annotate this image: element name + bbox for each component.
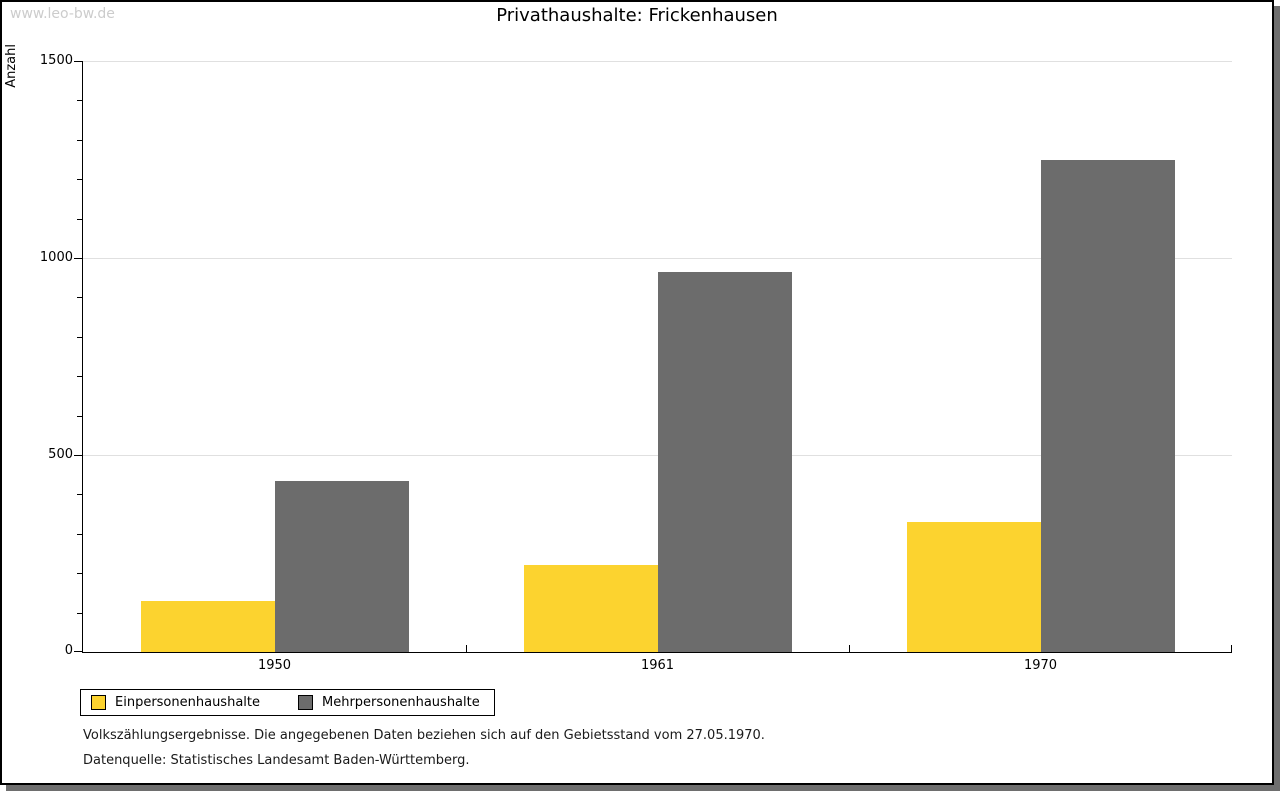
y-tick-label-1500: 1500 <box>39 53 73 68</box>
y-minor-tick-300 <box>77 533 82 535</box>
y-minor-tick-900 <box>77 297 82 299</box>
x-tick-label-1961: 1961 <box>640 658 675 673</box>
footnote-source-note: Volkszählungsergebnisse. Die angegebenen… <box>83 728 765 743</box>
legend-swatch-mehrpersonenhaushalte <box>298 695 313 710</box>
y-minor-tick-1400 <box>77 100 82 102</box>
y-minor-tick-600 <box>77 415 82 417</box>
chart-title: Privathaushalte: Frickenhausen <box>496 5 778 26</box>
y-minor-tick-700 <box>77 376 82 378</box>
x-divider-tick-1 <box>466 645 467 652</box>
y-axis-label: Anzahl <box>4 44 19 88</box>
y-tick-label-500: 500 <box>48 447 73 462</box>
legend-label-einpersonenhaushalte: Einpersonenhaushalte <box>115 695 260 710</box>
x-tick-label-1970: 1970 <box>1023 658 1058 673</box>
legend-label-mehrpersonenhaushalte: Mehrpersonenhaushalte <box>322 695 480 710</box>
bar-1961-einpersonenhaushalte <box>523 565 658 652</box>
axis-right-end-tick <box>1231 645 1232 652</box>
y-tick-1000 <box>74 258 82 259</box>
watermark: www.leo-bw.de <box>10 6 115 22</box>
y-tick-0 <box>74 651 82 652</box>
legend-entry-einpersonenhaushalte: Einpersonenhaushalte <box>91 695 260 710</box>
bar-1970-einpersonenhaushalte <box>906 521 1041 652</box>
legend-swatch-einpersonenhaushalte <box>91 695 106 710</box>
bar-1961-mehrpersonenhaushalte <box>657 271 792 652</box>
legend: Einpersonenhaushalte Mehrpersonenhaushalt… <box>80 689 495 716</box>
y-minor-tick-800 <box>77 336 82 338</box>
gridline-1500 <box>83 61 1232 62</box>
y-minor-tick-400 <box>77 494 82 496</box>
y-minor-tick-1100 <box>77 218 82 220</box>
y-tick-label-1000: 1000 <box>39 250 73 265</box>
footnote-data-source: Datenquelle: Statistisches Landesamt Bad… <box>83 753 470 768</box>
bar-1950-einpersonenhaushalte <box>140 600 275 652</box>
gridline-1000 <box>83 258 1232 259</box>
x-divider-tick-2 <box>849 645 850 652</box>
y-minor-tick-200 <box>77 573 82 575</box>
legend-entry-mehrpersonenhaushalte: Mehrpersonenhaushalte <box>298 695 480 710</box>
y-tick-label-0: 0 <box>64 643 73 658</box>
plot-area: 0 500 1000 1500 1950 1961 1970 <box>40 53 1232 673</box>
y-tick-1500 <box>74 61 82 62</box>
y-minor-tick-100 <box>77 612 82 614</box>
bar-1970-mehrpersonenhaushalte <box>1040 159 1175 652</box>
y-tick-500 <box>74 455 82 456</box>
y-minor-tick-1300 <box>77 139 82 141</box>
bar-1950-mehrpersonenhaushalte <box>274 480 409 652</box>
x-tick-label-1950: 1950 <box>257 658 292 673</box>
y-minor-tick-1200 <box>77 179 82 181</box>
